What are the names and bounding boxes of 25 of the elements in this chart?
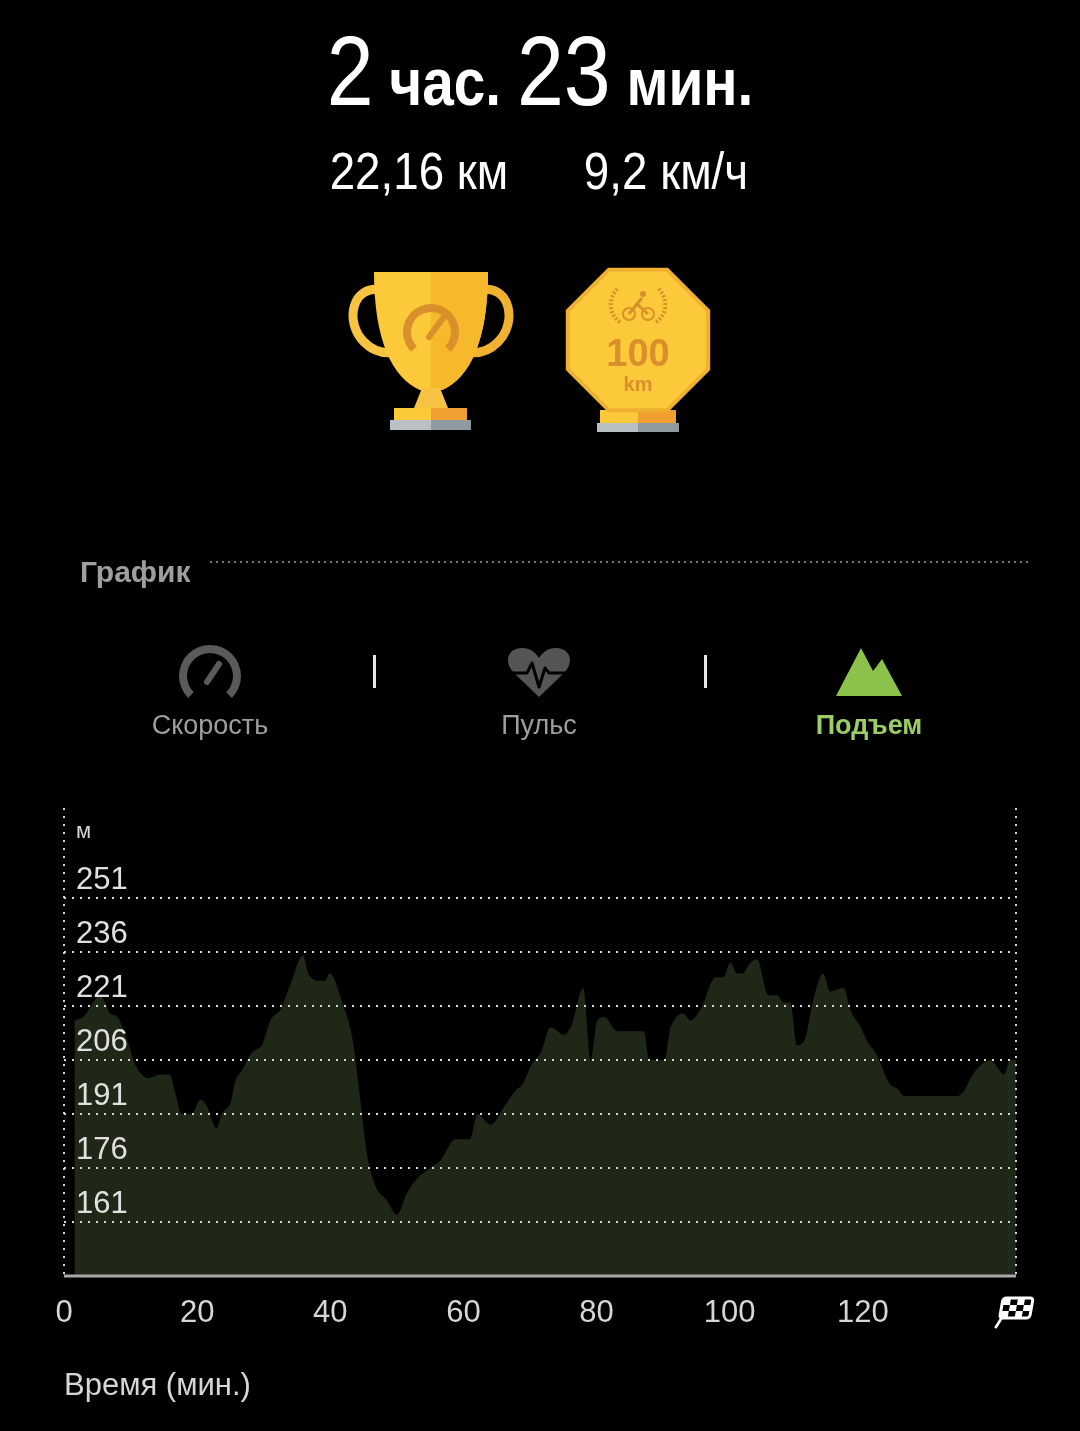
text: Скорость [151,710,269,740]
text: 9,2 км/ч [583,142,749,200]
y-tick-label: 221 [76,969,128,1004]
text: 22,16 км [329,142,509,200]
text: 100 [606,332,670,374]
y-tick-label: 161 [76,1185,128,1220]
x-tick-label: 40 [313,1294,348,1329]
x-axis-title: Время (мин.) [64,1367,251,1402]
x-tick-label: 0 [55,1294,73,1329]
y-tick-label: 206 [76,1023,128,1058]
text: График [80,555,192,588]
text: Пульс [501,710,577,740]
chart-title: 2 час. 23 мин. [326,16,754,126]
x-tick-label: 80 [579,1294,614,1329]
y-tick-label: 251 [76,861,128,896]
y-axis-title: м [76,818,92,843]
text: Подъем [815,710,923,740]
x-tick-label: 20 [179,1294,215,1329]
y-tick-label: 176 [76,1131,128,1166]
x-tick-label: 60 [446,1294,481,1329]
y-tick-label: 236 [76,915,128,950]
x-tick-label: 120 [837,1294,889,1329]
text: km [623,373,653,395]
y-tick-label: 191 [76,1077,128,1112]
x-tick-label: 100 [703,1294,756,1329]
